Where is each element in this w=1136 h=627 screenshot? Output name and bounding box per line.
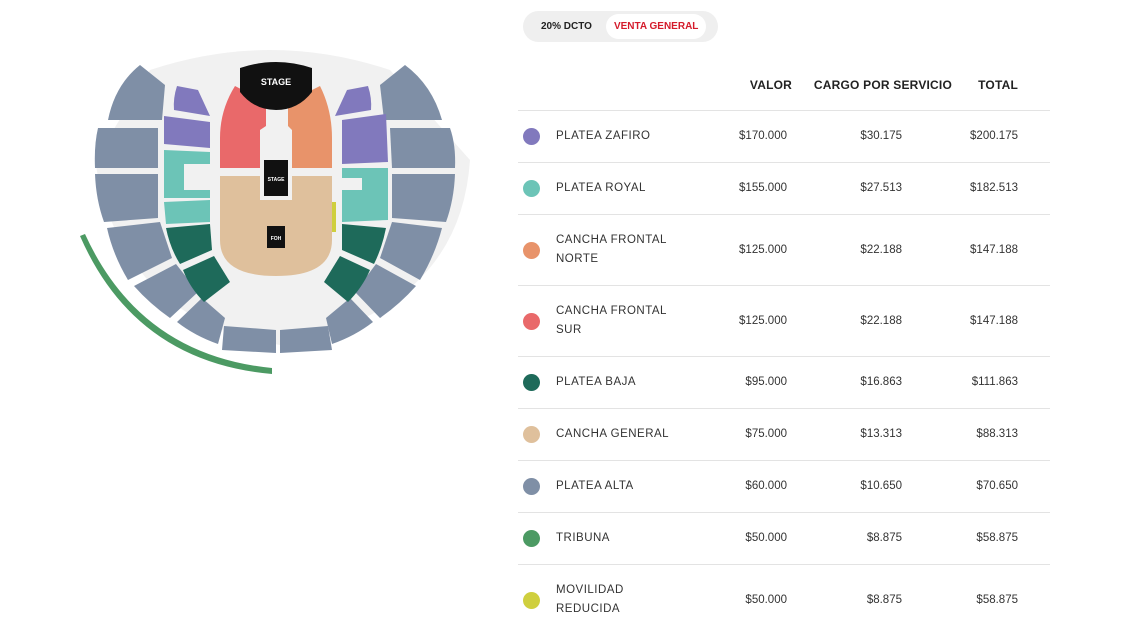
zone-color-dot	[523, 242, 540, 259]
cargo-cell: $27.513	[860, 182, 902, 194]
zone-name: CANCHA FRONTAL SUR	[556, 305, 667, 336]
stage	[240, 62, 312, 110]
valor-cell: $60.000	[745, 480, 787, 492]
venue-map[interactable]: STAGE STAGE FOH	[80, 40, 480, 380]
stage-label: STAGE	[261, 77, 291, 87]
zone-name: MOVILIDAD REDUCIDA	[556, 584, 624, 615]
header-valor: VALOR	[749, 78, 792, 92]
table-row[interactable]: CANCHA FRONTAL SUR $125.000 $22.188 $147…	[518, 286, 1050, 357]
table-row[interactable]: CANCHA GENERAL $75.000 $13.313 $88.313	[518, 409, 1050, 461]
cargo-cell: $22.188	[860, 315, 902, 327]
foh-label: FOH	[271, 236, 282, 242]
zone-color-dot	[523, 313, 540, 330]
total-cell: $111.863	[971, 376, 1018, 388]
valor-cell: $155.000	[739, 182, 787, 194]
header-cargo: CARGO POR SERVICIO	[813, 78, 952, 92]
total-cell: $147.188	[970, 244, 1018, 256]
zone-name: CANCHA GENERAL	[556, 428, 670, 440]
valor-cell: $50.000	[745, 594, 787, 606]
zone-name: PLATEA BAJA	[556, 376, 637, 388]
table-row[interactable]: PLATEA BAJA $95.000 $16.863 $111.863	[518, 357, 1050, 409]
cargo-cell: $30.175	[860, 130, 902, 142]
table-row[interactable]: CANCHA FRONTAL NORTE $125.000 $22.188 $1…	[518, 215, 1050, 286]
cancha-frontal-sur-zone[interactable]	[220, 86, 266, 168]
cancha-frontal-norte-zone[interactable]	[288, 86, 332, 168]
cargo-cell: $10.650	[860, 480, 902, 492]
zone-name: PLATEA ZAFIRO	[556, 130, 651, 142]
valor-cell: $95.000	[745, 376, 787, 388]
table-row[interactable]: TRIBUNA $50.000 $8.875 $58.875	[518, 513, 1050, 565]
valor-cell: $75.000	[745, 428, 787, 440]
total-cell: $88.313	[976, 428, 1018, 440]
cargo-cell: $22.188	[860, 244, 902, 256]
zone-color-dot	[523, 592, 540, 609]
zone-name: CANCHA FRONTAL NORTE	[556, 234, 667, 265]
zone-color-dot	[523, 180, 540, 197]
table-row[interactable]: PLATEA ZAFIRO $170.000 $30.175 $200.175	[518, 111, 1050, 163]
valor-cell: $125.000	[739, 315, 787, 327]
table-row[interactable]: PLATEA ROYAL $155.000 $27.513 $182.513	[518, 163, 1050, 215]
zone-name: PLATEA ROYAL	[556, 182, 646, 194]
stage-b	[264, 160, 288, 196]
platea-baja-zone[interactable]	[166, 224, 386, 302]
tribuna-zone[interactable]	[80, 234, 272, 374]
valor-cell: $125.000	[739, 244, 787, 256]
header-total: TOTAL	[978, 78, 1018, 92]
tab-20-dcto[interactable]: 20% DCTO	[541, 21, 592, 32]
platea-alta-left[interactable]	[94, 65, 276, 353]
zone-color-dot	[523, 530, 540, 547]
cargo-cell: $8.875	[866, 532, 902, 544]
total-cell: $200.175	[970, 130, 1018, 142]
price-table: VALOR CARGO POR SERVICIO TOTAL PLATEA ZA…	[518, 60, 1050, 627]
total-cell: $58.875	[976, 532, 1018, 544]
valor-cell: $50.000	[745, 532, 787, 544]
total-cell: $58.875	[976, 594, 1018, 606]
stage-b-label: STAGE	[268, 177, 286, 183]
cargo-cell: $8.875	[866, 594, 902, 606]
tab-venta-general[interactable]: VENTA GENERAL	[605, 14, 707, 39]
cargo-cell: $13.313	[860, 428, 902, 440]
table-header: VALOR CARGO POR SERVICIO TOTAL	[518, 60, 1050, 111]
valor-cell: $170.000	[739, 130, 787, 142]
zone-color-dot	[523, 426, 540, 443]
zone-color-dot	[523, 374, 540, 391]
platea-zafiro-zone[interactable]	[164, 86, 388, 164]
foh	[267, 226, 285, 248]
zone-name: TRIBUNA	[556, 532, 610, 544]
table-row[interactable]: MOVILIDAD REDUCIDA $50.000 $8.875 $58.87…	[518, 565, 1050, 627]
platea-royal-zone[interactable]	[164, 150, 388, 224]
zone-color-dot	[523, 128, 540, 145]
zone-color-dot	[523, 478, 540, 495]
platea-alta-right[interactable]	[280, 65, 456, 353]
total-cell: $147.188	[970, 315, 1018, 327]
total-cell: $182.513	[970, 182, 1018, 194]
venue-map-svg: STAGE STAGE FOH	[80, 50, 470, 374]
price-tabs: 20% DCTO VENTA GENERAL	[523, 11, 718, 42]
zone-name: PLATEA ALTA	[556, 480, 634, 492]
table-row[interactable]: PLATEA ALTA $60.000 $10.650 $70.650	[518, 461, 1050, 513]
total-cell: $70.650	[976, 480, 1018, 492]
cargo-cell: $16.863	[860, 376, 902, 388]
